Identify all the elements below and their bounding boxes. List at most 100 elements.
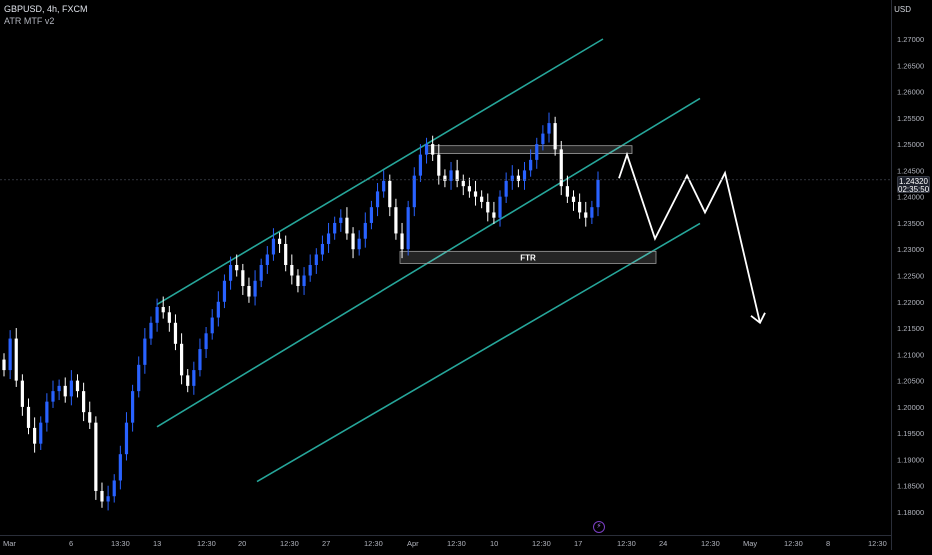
candle-body xyxy=(302,275,306,287)
candle-body xyxy=(498,196,502,218)
candle-body xyxy=(222,280,227,302)
current-price-badge: 1.24320 02:35:50 xyxy=(897,176,930,194)
time-tick-label: 10 xyxy=(490,539,498,548)
candle-body xyxy=(198,349,202,371)
candle-body xyxy=(161,307,165,313)
resistance-zone xyxy=(426,145,633,154)
candle-body xyxy=(137,364,141,392)
candle-body xyxy=(522,170,527,181)
candle-body xyxy=(106,496,110,502)
price-tick-label: 1.26500 xyxy=(897,61,924,70)
candle-body xyxy=(369,207,374,223)
symbol-title[interactable]: GBPUSD, 4h, FXCM xyxy=(4,4,88,14)
projection-path xyxy=(618,151,766,325)
candle-body xyxy=(284,243,288,265)
time-tick-label: 12:30 xyxy=(447,539,466,548)
candle-body xyxy=(467,186,472,192)
candle-body xyxy=(571,196,576,202)
candle-body xyxy=(535,144,539,160)
candle-body xyxy=(20,380,24,407)
time-axis-labels: Mar 6 13:30 13 12:30 20 12:30 27 12:30 Apr 12:30 10… xyxy=(3,539,887,548)
candle-body xyxy=(253,280,257,297)
candle-body xyxy=(553,123,557,150)
price-tick-label: 1.19000 xyxy=(897,455,924,464)
candle-body xyxy=(449,170,453,181)
time-tick-label: 13 xyxy=(153,539,161,548)
candle-body xyxy=(326,233,331,244)
price-axis[interactable]: USD 1.27000 1.26500 1.26000 1.25500 1.25000 1… xyxy=(891,0,932,550)
candle-body xyxy=(39,422,43,444)
candle-body xyxy=(94,422,98,491)
price-tick-label: 1.20500 xyxy=(897,377,924,386)
ftr-zone-label: FTR xyxy=(520,253,536,262)
candle-body xyxy=(473,191,478,197)
candle-body xyxy=(320,243,325,255)
time-tick-label: 8 xyxy=(826,539,830,548)
candle-body xyxy=(339,217,343,223)
projection-polyline xyxy=(618,151,761,324)
candle-body xyxy=(228,264,233,281)
candle-body xyxy=(578,201,582,213)
projection-arrowhead xyxy=(750,312,766,325)
price-tick-label: 1.21500 xyxy=(897,324,924,333)
candle-body xyxy=(124,422,129,455)
candle-body xyxy=(308,264,312,276)
candle-body xyxy=(412,175,416,208)
candle-body xyxy=(437,154,441,176)
candle-body xyxy=(155,307,159,323)
time-tick-label: 12:30 xyxy=(617,539,636,548)
price-chart-plot[interactable]: FTR xyxy=(0,0,892,536)
price-tick-label: 1.21000 xyxy=(897,350,924,359)
candle-body xyxy=(345,217,349,234)
candle-body xyxy=(590,207,594,218)
candle-body xyxy=(529,159,533,171)
candle-body xyxy=(265,254,269,265)
time-axis[interactable]: Mar 6 13:30 13 12:30 20 12:30 27 12:30 Apr 12:30 10… xyxy=(0,535,892,550)
price-tick-label: 1.23500 xyxy=(897,219,924,228)
price-tick-label: 1.22500 xyxy=(897,272,924,281)
candle-body xyxy=(210,317,214,334)
current-price-value: 1.24320 xyxy=(899,177,928,186)
currency-label[interactable]: USD xyxy=(894,5,911,14)
candle-body xyxy=(541,133,545,145)
candle-body xyxy=(394,207,398,234)
candle-body xyxy=(363,222,367,239)
candle-body xyxy=(314,254,318,265)
time-tick-label: 6 xyxy=(69,539,73,548)
indicator-label[interactable]: ATR MTF v2 xyxy=(4,16,55,26)
candle-body xyxy=(510,175,514,181)
time-tick-label: 20 xyxy=(238,539,246,548)
candle-body xyxy=(130,391,135,423)
trend-channel xyxy=(156,38,701,483)
price-tick-label: 1.23000 xyxy=(897,245,924,254)
candle-body xyxy=(443,175,447,181)
candle-body xyxy=(69,380,73,397)
time-tick-label: 12:30 xyxy=(868,539,887,548)
candle-body xyxy=(45,401,49,423)
lightning-icon[interactable]: ⚡ xyxy=(593,521,605,533)
candle-body xyxy=(186,375,190,386)
candle-body xyxy=(400,233,404,250)
candle-body xyxy=(82,391,86,413)
candle-body xyxy=(2,359,6,371)
candle-body xyxy=(216,301,220,318)
price-tick-label: 1.26000 xyxy=(897,88,924,97)
candle-body xyxy=(290,264,294,276)
candle-body xyxy=(75,380,80,392)
price-tick-label: 1.19500 xyxy=(897,429,924,438)
candle-body xyxy=(271,238,276,255)
price-tick-label: 1.22000 xyxy=(897,298,924,307)
candle-body xyxy=(118,454,122,481)
candle-body xyxy=(173,322,178,344)
candle-body xyxy=(112,480,116,497)
channel-line-middle xyxy=(156,97,701,428)
time-tick-label: 12:30 xyxy=(784,539,803,548)
candle-body xyxy=(241,270,245,287)
time-tick-label: 12:30 xyxy=(364,539,383,548)
time-tick-label: 27 xyxy=(322,539,330,548)
candle-body xyxy=(88,412,92,423)
price-tick-label: 1.24500 xyxy=(897,166,924,175)
candle-body xyxy=(559,149,563,187)
candle-body xyxy=(388,180,392,208)
